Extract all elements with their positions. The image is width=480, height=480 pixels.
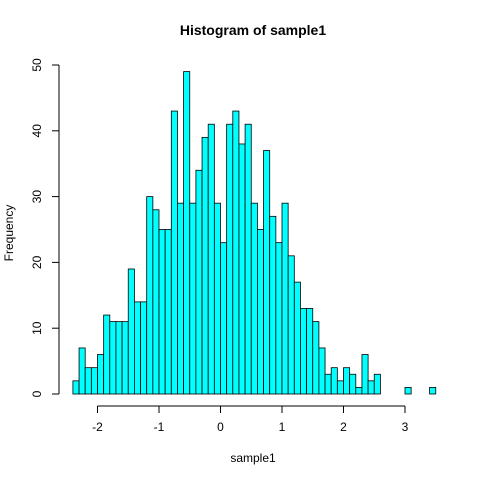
y-tick-label: 40 [30, 124, 44, 138]
histogram-bar [244, 123, 252, 395]
x-tick-label: 0 [217, 420, 224, 434]
histogram-bar [207, 123, 215, 395]
y-tick-label: 30 [30, 190, 44, 204]
histogram-bar [220, 242, 228, 395]
histogram-bar [183, 71, 191, 395]
x-axis-label: sample1 [230, 451, 276, 465]
histogram-bar [140, 301, 148, 395]
histogram-bar [170, 110, 178, 395]
histogram-bar [404, 387, 412, 395]
histogram-bar [103, 314, 111, 395]
histogram-bar [84, 367, 92, 395]
histogram-bar [90, 367, 98, 395]
histogram-bar [195, 169, 203, 395]
histogram-bar [349, 373, 357, 395]
histogram-bar [324, 373, 332, 395]
histogram-bar [293, 281, 301, 395]
y-tick-label: 50 [30, 58, 44, 72]
histogram-bar [355, 387, 363, 395]
x-tick-label: 2 [340, 420, 347, 434]
bar-group [72, 71, 437, 395]
histogram-bar [269, 215, 277, 395]
histogram-bar [201, 136, 209, 395]
histogram-bar [336, 380, 344, 395]
histogram-bar [226, 123, 234, 395]
y-tick-label: 10 [30, 321, 44, 335]
y-axis-label: Frequency [2, 205, 16, 262]
histogram-bar [164, 229, 172, 395]
histogram-bar [72, 380, 80, 395]
histogram-bar [189, 202, 197, 395]
histogram-bar [318, 347, 326, 395]
histogram-bar [263, 150, 271, 395]
histogram-bar [275, 242, 283, 395]
histogram-bar [312, 321, 320, 395]
histogram-bar [232, 110, 240, 395]
histogram-bar [158, 229, 166, 395]
x-axis: -2 -1 0 1 2 3 [92, 405, 409, 434]
histogram-bar [287, 255, 295, 395]
x-tick-label: -2 [92, 420, 103, 434]
histogram-bar [177, 202, 184, 395]
histogram-bar [115, 321, 123, 395]
histogram-bar [146, 196, 154, 395]
y-tick-label: 20 [30, 255, 44, 269]
chart-title: Histogram of sample1 [180, 22, 326, 38]
histogram-bar [127, 268, 135, 395]
histogram-bar [330, 367, 338, 395]
histogram-bar [78, 347, 86, 395]
histogram-bar [429, 387, 437, 395]
histogram-bar [121, 321, 129, 395]
histogram-bar [343, 367, 351, 395]
histogram-bar [300, 308, 308, 395]
histogram-bar [373, 373, 381, 395]
y-axis: 0 10 20 30 40 50 [30, 58, 60, 397]
histogram-bar [109, 321, 117, 395]
histogram-bar [306, 308, 314, 395]
x-tick-label: 1 [279, 420, 286, 434]
histogram-bar [256, 229, 264, 395]
histogram-bar [238, 143, 246, 395]
histogram-bar [250, 202, 258, 395]
histogram-bar [152, 209, 160, 395]
histogram-bar [213, 202, 221, 395]
histogram-bar [281, 202, 289, 395]
y-tick-label: 0 [30, 390, 44, 397]
histogram-bar [133, 301, 141, 395]
histogram-bar [367, 380, 375, 395]
histogram-bar [97, 354, 105, 395]
histogram-bar [361, 354, 369, 395]
x-tick-label: -1 [154, 420, 165, 434]
x-tick-label: 3 [402, 420, 409, 434]
